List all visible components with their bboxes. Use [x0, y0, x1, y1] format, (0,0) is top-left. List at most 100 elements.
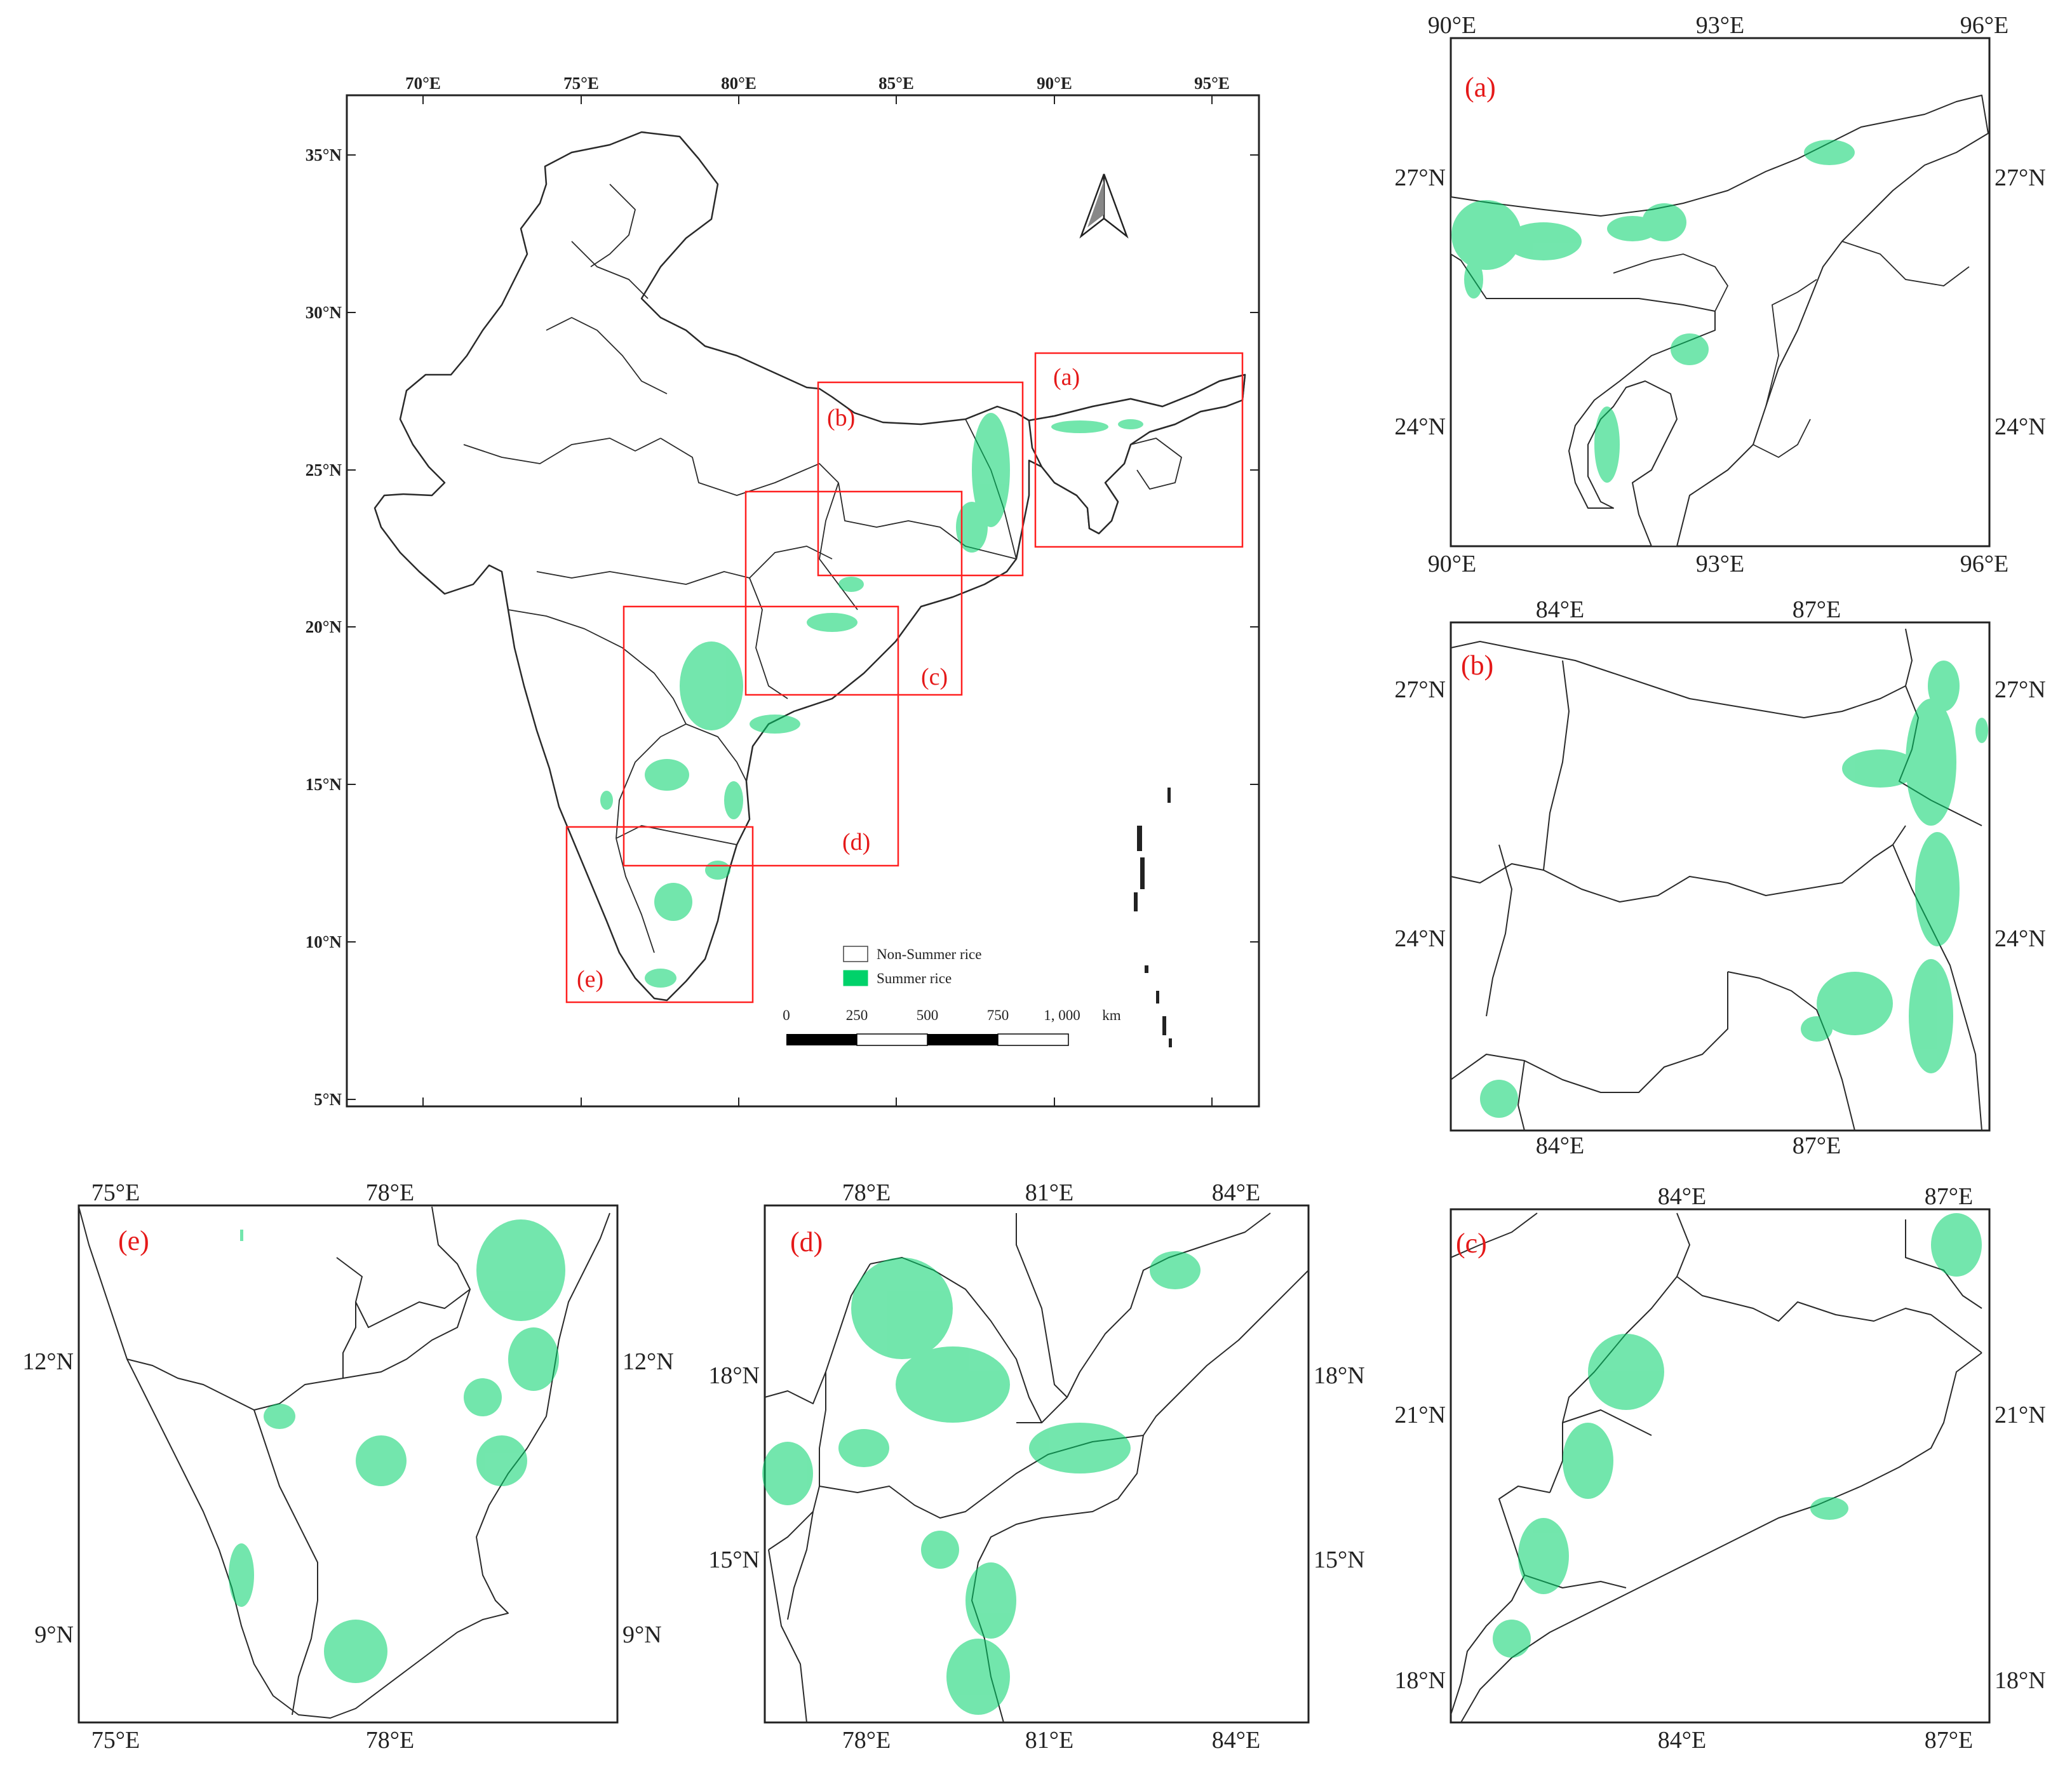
- panel-b-left-lat-1: 24°N: [1394, 925, 1446, 952]
- panel-a-top-lon-2: 96°E: [1960, 12, 2008, 39]
- main-map-left-lat-axis: 35°N 30°N 25°N 20°N 15°N 10°N 5°N: [306, 145, 1259, 1109]
- panel-c-frame: [1450, 1208, 1991, 1724]
- scale-tick-500: 500: [917, 1007, 939, 1023]
- panel-b-label: (b): [1461, 650, 1493, 681]
- legend: Non-Summer rice Summer rice: [843, 946, 981, 986]
- panel-a-bot-lon-2: 96°E: [1960, 551, 2008, 577]
- panel-a: 90°E 93°E 96°E 90°E 93°E 96°E 27°N 24°N …: [1394, 12, 2045, 577]
- legend-label-non-summer: Non-Summer rice: [877, 946, 981, 962]
- main-lat-label-25: 25°N: [306, 460, 342, 480]
- panel-e-top-lon-1: 78°E: [366, 1179, 414, 1206]
- panel-e-left-lat-1: 9°N: [34, 1621, 74, 1648]
- panel-b-bot-lon-1: 87°E: [1793, 1132, 1841, 1159]
- main-lat-label-15: 15°N: [306, 775, 342, 794]
- panel-c-left-lat-1: 18°N: [1394, 1667, 1446, 1694]
- panel-a-bot-lon-1: 93°E: [1696, 551, 1744, 577]
- panel-b-top-lon-0: 84°E: [1536, 596, 1584, 623]
- panel-a-left-lat-1: 24°N: [1394, 413, 1446, 440]
- panel-c: 84°E 87°E 84°E 87°E 21°N 18°N 21°N 18°N …: [1394, 1183, 2045, 1754]
- main-lat-label-30: 30°N: [306, 303, 342, 322]
- inset-box-c[interactable]: [744, 490, 963, 696]
- main-lon-label-95: 95°E: [1194, 74, 1230, 93]
- panel-e-right-lat-0: 12°N: [622, 1348, 674, 1375]
- inset-label-a: (a): [1053, 364, 1080, 391]
- panel-c-right-lat-0: 21°N: [1995, 1402, 2046, 1428]
- panel-e: 75°E 78°E 75°E 78°E 12°N 9°N 12°N 9°N (e…: [22, 1179, 673, 1754]
- panel-a-top-lon-0: 90°E: [1428, 12, 1476, 39]
- legend-swatch-non-summer: [843, 946, 868, 962]
- panel-d-bot-lon-1: 81°E: [1025, 1727, 1073, 1754]
- main-lon-label-90: 90°E: [1037, 74, 1072, 93]
- legend-label-summer: Summer rice: [877, 970, 952, 986]
- main-lon-label-70: 70°E: [405, 74, 441, 93]
- inset-label-e: (e): [577, 966, 603, 993]
- inset-box-e[interactable]: [565, 826, 754, 1003]
- main-summer-rice-areas: [600, 413, 1143, 988]
- andaman-islands: [1134, 788, 1172, 1047]
- panel-e-top-lon-0: 75°E: [91, 1179, 140, 1206]
- inset-box-d[interactable]: [622, 605, 899, 867]
- inset-label-b: (b): [827, 405, 855, 431]
- panel-a-top-lon-1: 93°E: [1696, 12, 1744, 39]
- main-map-top-lon-axis: 70°E 75°E 80°E 85°E 90°E 95°E: [405, 74, 1230, 1106]
- main-lat-label-10: 10°N: [306, 932, 342, 951]
- panel-c-bot-lon-0: 84°E: [1658, 1727, 1706, 1754]
- panel-d-left-lat-1: 15°N: [708, 1547, 760, 1573]
- panel-e-bot-lon-0: 75°E: [91, 1727, 140, 1754]
- panel-d-label: (d): [790, 1226, 823, 1258]
- panel-b-frame: [1450, 621, 1991, 1132]
- legend-swatch-summer: [843, 970, 868, 986]
- panel-a-bot-lon-0: 90°E: [1428, 551, 1476, 577]
- main-lat-label-35: 35°N: [306, 145, 342, 164]
- panel-c-left-lat-0: 21°N: [1394, 1402, 1446, 1428]
- panel-a-label: (a): [1465, 72, 1496, 103]
- inset-label-c: (c): [921, 664, 948, 690]
- main-lon-label-80: 80°E: [721, 74, 757, 93]
- panel-b-right-lat-0: 27°N: [1995, 676, 2046, 703]
- panel-b-left-lat-0: 27°N: [1394, 676, 1446, 703]
- north-arrow-icon: [1079, 173, 1129, 239]
- inset-label-d: (d): [842, 829, 870, 856]
- panel-d: 78°E 81°E 84°E 78°E 81°E 84°E 18°N 15°N …: [708, 1179, 1364, 1754]
- panel-e-left-lat-0: 12°N: [22, 1348, 74, 1375]
- panel-d-frame: [764, 1204, 1310, 1724]
- panel-d-right-lat-1: 15°N: [1314, 1547, 1365, 1573]
- panel-d-top-lon-0: 78°E: [842, 1179, 891, 1206]
- panel-e-label: (e): [118, 1225, 149, 1256]
- scale-bar: 0 250 500 750 1, 000 km: [783, 1007, 1121, 1046]
- inset-box-a[interactable]: [1034, 352, 1244, 548]
- scale-tick-1000: 1, 000: [1044, 1007, 1080, 1023]
- inset-box-b[interactable]: [817, 381, 1024, 577]
- panel-d-top-lon-1: 81°E: [1025, 1179, 1073, 1206]
- scale-tick-0: 0: [783, 1007, 790, 1023]
- panel-c-bot-lon-1: 87°E: [1925, 1727, 1973, 1754]
- panel-b-bot-lon-0: 84°E: [1536, 1132, 1584, 1159]
- panel-d-bot-lon-0: 78°E: [842, 1727, 891, 1754]
- panel-a-left-lat-0: 27°N: [1394, 164, 1446, 191]
- inset-labels: (a) (b) (c) (d) (e): [577, 364, 1080, 993]
- panel-c-top-lon-0: 84°E: [1658, 1183, 1706, 1210]
- panel-e-bot-lon-1: 78°E: [366, 1727, 414, 1754]
- northeast-outline: [1028, 373, 1246, 535]
- panel-e-coast: [78, 1206, 610, 1719]
- main-lon-label-85: 85°E: [878, 74, 914, 93]
- scale-tick-250: 250: [846, 1007, 868, 1023]
- main-lon-label-75: 75°E: [563, 74, 599, 93]
- panel-c-top-lon-1: 87°E: [1925, 1183, 1973, 1210]
- india-outline: [373, 131, 1246, 1002]
- panel-a-right-lat-0: 27°N: [1995, 164, 2046, 191]
- panel-d-left-lat-0: 18°N: [708, 1362, 760, 1389]
- panel-b: 84°E 87°E 84°E 87°E 27°N 24°N 27°N 24°N …: [1394, 596, 2045, 1159]
- panel-c-right-lat-1: 18°N: [1995, 1667, 2046, 1694]
- main-lat-label-20: 20°N: [306, 617, 342, 636]
- panel-e-right-lat-1: 9°N: [622, 1621, 662, 1648]
- main-map-frame: [346, 94, 1260, 1108]
- panel-d-bot-lon-2: 84°E: [1212, 1727, 1260, 1754]
- inset-boxes: [565, 352, 1244, 1003]
- main-lat-label-5: 5°N: [314, 1090, 342, 1109]
- scale-unit: km: [1102, 1007, 1121, 1023]
- panel-d-top-lon-2: 84°E: [1212, 1179, 1260, 1206]
- panel-b-top-lon-1: 87°E: [1793, 596, 1841, 623]
- panel-c-label: (c): [1456, 1228, 1487, 1259]
